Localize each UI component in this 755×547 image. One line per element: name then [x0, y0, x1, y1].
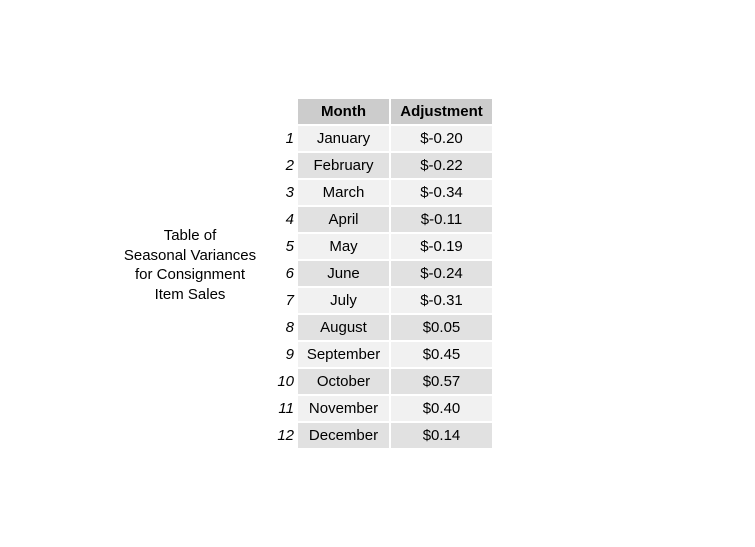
row-index: 11 — [278, 400, 294, 417]
row-index: 8 — [285, 319, 294, 336]
table-row: 8 August $0.05 — [270, 315, 492, 340]
adjustment-cell: $0.14 — [391, 423, 492, 448]
month-cell: July — [298, 288, 389, 313]
row-index: 1 — [285, 130, 294, 147]
caption-line-3: for Consignment — [134, 266, 246, 283]
month-cell: May — [298, 234, 389, 259]
adjustment-cell: $0.45 — [391, 342, 492, 367]
table-row: 10 October $0.57 — [270, 369, 492, 394]
month-cell: August — [298, 315, 389, 340]
row-index: 2 — [285, 157, 294, 174]
month-cell: October — [298, 369, 389, 394]
month-cell: December — [298, 423, 389, 448]
row-index: 6 — [285, 265, 294, 282]
adjustment-cell: $-0.34 — [391, 180, 492, 205]
month-cell: March — [298, 180, 389, 205]
table-row: 11 November $0.40 — [270, 396, 492, 421]
month-cell: November — [298, 396, 389, 421]
adjustment-cell: $-0.19 — [391, 234, 492, 259]
header-row: Month Adjustment — [270, 99, 492, 124]
row-index: 12 — [277, 427, 294, 444]
table-row: 7 July $-0.31 — [270, 288, 492, 313]
month-cell: January — [298, 126, 389, 151]
month-cell: June — [298, 261, 389, 286]
adjustment-cell: $0.57 — [391, 369, 492, 394]
header-adjustment: Adjustment — [391, 99, 492, 124]
caption-line-4: Item Sales — [154, 285, 226, 303]
table-row: 2 February $-0.22 — [270, 153, 492, 178]
month-cell: September — [298, 342, 389, 367]
row-index: 3 — [285, 184, 294, 201]
adjustment-cell: $0.40 — [391, 396, 492, 421]
table-row: 6 June $-0.24 — [270, 261, 492, 286]
header-month: Month — [298, 99, 389, 124]
table-row: 1 January $-0.20 — [270, 126, 492, 151]
caption-line-2: Seasonal Variances — [123, 246, 257, 264]
adjustment-cell: $-0.22 — [391, 153, 492, 178]
table-caption: Table of Seasonal Variances for Consignm… — [100, 226, 280, 304]
row-index: 5 — [285, 238, 294, 255]
adjustment-cell: $0.05 — [391, 315, 492, 340]
caption-line-1: Table of — [163, 227, 217, 244]
adjustment-cell: $-0.11 — [391, 207, 492, 232]
table-row: 3 March $-0.34 — [270, 180, 492, 205]
table-body: 1 January $-0.20 2 February $-0.22 3 March $-0.3… — [270, 126, 492, 448]
row-index: 4 — [285, 211, 294, 228]
row-index: 10 — [277, 373, 294, 390]
row-index: 7 — [285, 292, 294, 309]
adjustment-cell: $-0.31 — [391, 288, 492, 313]
table-row: 5 May $-0.19 — [270, 234, 492, 259]
seasonal-variance-table: Month Adjustment 1 January $-0.20 2 February… — [268, 97, 494, 450]
table-row: 4 April $-0.11 — [270, 207, 492, 232]
month-cell: February — [298, 153, 389, 178]
row-index: 9 — [285, 346, 294, 363]
header-corner — [270, 99, 296, 124]
month-cell: April — [298, 207, 389, 232]
table-row: 9 September $0.45 — [270, 342, 492, 367]
adjustment-cell: $-0.24 — [391, 261, 492, 286]
table-row: 12 December $0.14 — [270, 423, 492, 448]
adjustment-cell: $-0.20 — [391, 126, 492, 151]
